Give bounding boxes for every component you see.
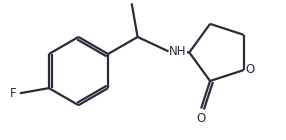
Text: NH: NH	[169, 45, 186, 58]
Text: O: O	[245, 63, 255, 76]
Text: O: O	[196, 112, 206, 125]
Text: F: F	[10, 87, 17, 100]
